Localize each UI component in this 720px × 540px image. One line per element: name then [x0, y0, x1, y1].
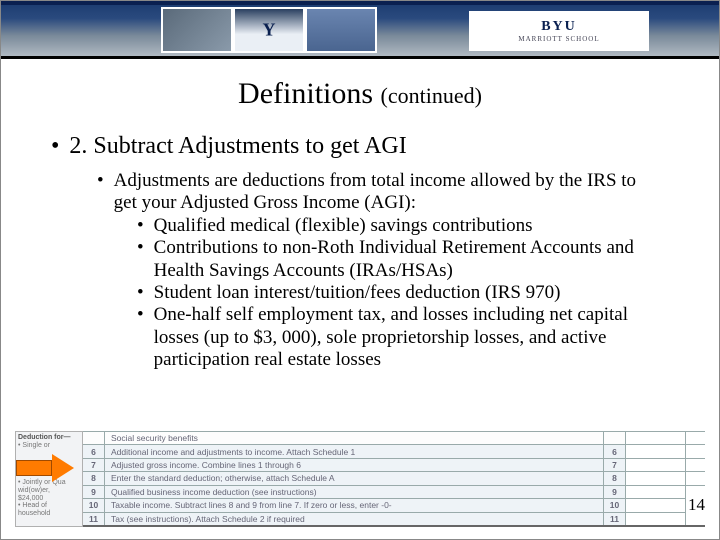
form-amount-cell [625, 499, 685, 511]
form-line-num: 10 [83, 499, 105, 511]
logo-sub-text: MARRIOTT SCHOOL [518, 35, 599, 43]
page-number: 14 [686, 495, 707, 515]
bullet-level-3: • Student loan interest/tuition/fees ded… [137, 282, 649, 304]
title-main: Definitions [238, 77, 381, 110]
form-row: Social security benefits [83, 431, 705, 445]
form-line-rnum: 9 [603, 486, 625, 498]
form-row: 11 Tax (see instructions). Attach Schedu… [83, 513, 705, 527]
byu-marriott-logo: BYU MARRIOTT SCHOOL [469, 11, 649, 51]
form-line-rnum [603, 432, 625, 444]
form-cents-cell [685, 445, 705, 457]
form-line-num [83, 432, 105, 444]
tax-form-excerpt: Deduction for— • Single or • Jointly or … [15, 431, 705, 527]
highlight-arrow [16, 454, 76, 482]
form-left-line: • Head of [18, 502, 80, 510]
bullet-glyph: • [137, 304, 144, 371]
title-continued: (continued) [381, 83, 482, 108]
bullet-level-3: • Contributions to non-Roth Individual R… [137, 237, 649, 282]
form-rows: Social security benefits 6 Additional in… [83, 431, 705, 527]
bullet-text: Contributions to non-Roth Individual Ret… [154, 237, 649, 282]
form-amount-cell [625, 432, 685, 444]
bullet-glyph: • [137, 215, 144, 237]
form-amount-cell [625, 486, 685, 498]
form-cents-cell [685, 459, 705, 471]
form-line-desc: Tax (see instructions). Attach Schedule … [105, 513, 603, 525]
bullet-text: One-half self employment tax, and losses… [154, 304, 649, 371]
banner-photo-y-mountain [233, 7, 305, 53]
form-row: 10 Taxable income. Subtract lines 8 and … [83, 499, 705, 512]
form-line-rnum: 6 [603, 445, 625, 457]
form-left-line: $24,000 [18, 495, 80, 503]
bullet-glyph: • [137, 282, 144, 304]
form-line-rnum: 7 [603, 459, 625, 471]
form-line-desc: Additional income and adjustments to inc… [105, 445, 603, 457]
form-row: 7 Adjusted gross income. Combine lines 1… [83, 459, 705, 472]
bullet-text: Student loan interest/tuition/fees deduc… [154, 282, 561, 304]
banner-top-strip [1, 1, 719, 5]
bullet-level-2: • Adjustments are deductions from total … [97, 170, 659, 215]
slide-title: Definitions (continued) [41, 77, 679, 111]
form-line-num: 11 [83, 513, 105, 525]
form-line-num: 6 [83, 445, 105, 457]
bullet-glyph: • [97, 170, 104, 215]
bullet-text: Adjustments are deductions from total in… [114, 170, 659, 215]
deduction-label: Deduction for— [18, 434, 80, 442]
bullet-text: Qualified medical (flexible) savings con… [154, 215, 533, 237]
form-line-rnum: 11 [603, 513, 625, 525]
form-line-rnum: 10 [603, 499, 625, 511]
form-amount-cell [625, 513, 685, 525]
bullet-level-3: • Qualified medical (flexible) savings c… [137, 215, 649, 237]
form-row: 6 Additional income and adjustments to i… [83, 445, 705, 458]
form-row: 8 Enter the standard deduction; otherwis… [83, 472, 705, 485]
banner-image-strip [161, 7, 377, 53]
form-left-line: • Single or [18, 442, 80, 450]
form-line-rnum: 8 [603, 472, 625, 484]
logo-main-text: BYU [541, 19, 577, 35]
form-line-desc: Taxable income. Subtract lines 8 and 9 f… [105, 499, 603, 511]
form-cents-cell [685, 432, 705, 444]
form-cents-cell [685, 472, 705, 484]
form-line-num: 8 [83, 472, 105, 484]
slide-content: Definitions (continued) • 2. Subtract Ad… [1, 59, 719, 372]
bullet-glyph: • [137, 237, 144, 282]
form-line-num: 9 [83, 486, 105, 498]
bullet-glyph: • [51, 133, 59, 160]
form-left-margin: Deduction for— • Single or • Jointly or … [15, 431, 83, 527]
header-banner: BYU MARRIOTT SCHOOL [1, 1, 719, 59]
form-line-desc: Social security benefits [105, 432, 603, 444]
bullet-level-3: • One-half self employment tax, and loss… [137, 304, 649, 371]
form-line-desc: Qualified business income deduction (see… [105, 486, 603, 498]
form-left-line: wid(ow)er, [18, 487, 80, 495]
banner-photo-3 [305, 7, 377, 53]
arrow-head-icon [52, 454, 74, 482]
bullet-level-3-list: • Qualified medical (flexible) savings c… [137, 215, 649, 372]
bullet-text: 2. Subtract Adjustments to get AGI [69, 133, 406, 160]
banner-underline [1, 56, 719, 59]
form-line-desc: Adjusted gross income. Combine lines 1 t… [105, 459, 603, 471]
form-line-desc: Enter the standard deduction; otherwise,… [105, 472, 603, 484]
arrow-shaft [16, 460, 52, 476]
form-line-num: 7 [83, 459, 105, 471]
form-left-line: household [18, 510, 80, 518]
banner-photo-1 [161, 7, 233, 53]
form-amount-cell [625, 445, 685, 457]
form-amount-cell [625, 472, 685, 484]
form-amount-cell [625, 459, 685, 471]
bullet-level-1: • 2. Subtract Adjustments to get AGI [51, 133, 679, 160]
form-row: 9 Qualified business income deduction (s… [83, 486, 705, 499]
